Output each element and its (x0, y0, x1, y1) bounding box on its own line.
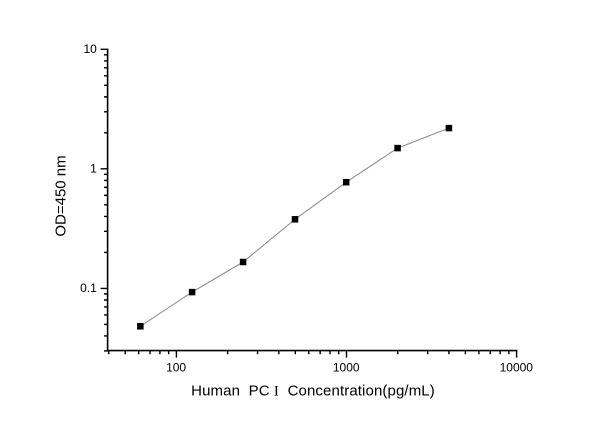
svg-text:0.1: 0.1 (80, 281, 97, 295)
svg-text:Human PC I Concentration(pg/: Human PC I Concentration(pg/mL) (191, 382, 435, 399)
svg-text:1: 1 (90, 162, 97, 176)
svg-text:OD=450 nm: OD=450 nm (53, 155, 70, 236)
svg-text:10000: 10000 (500, 360, 534, 374)
svg-text:100: 100 (166, 360, 186, 374)
svg-text:10: 10 (83, 42, 97, 56)
svg-text:1000: 1000 (333, 360, 360, 374)
